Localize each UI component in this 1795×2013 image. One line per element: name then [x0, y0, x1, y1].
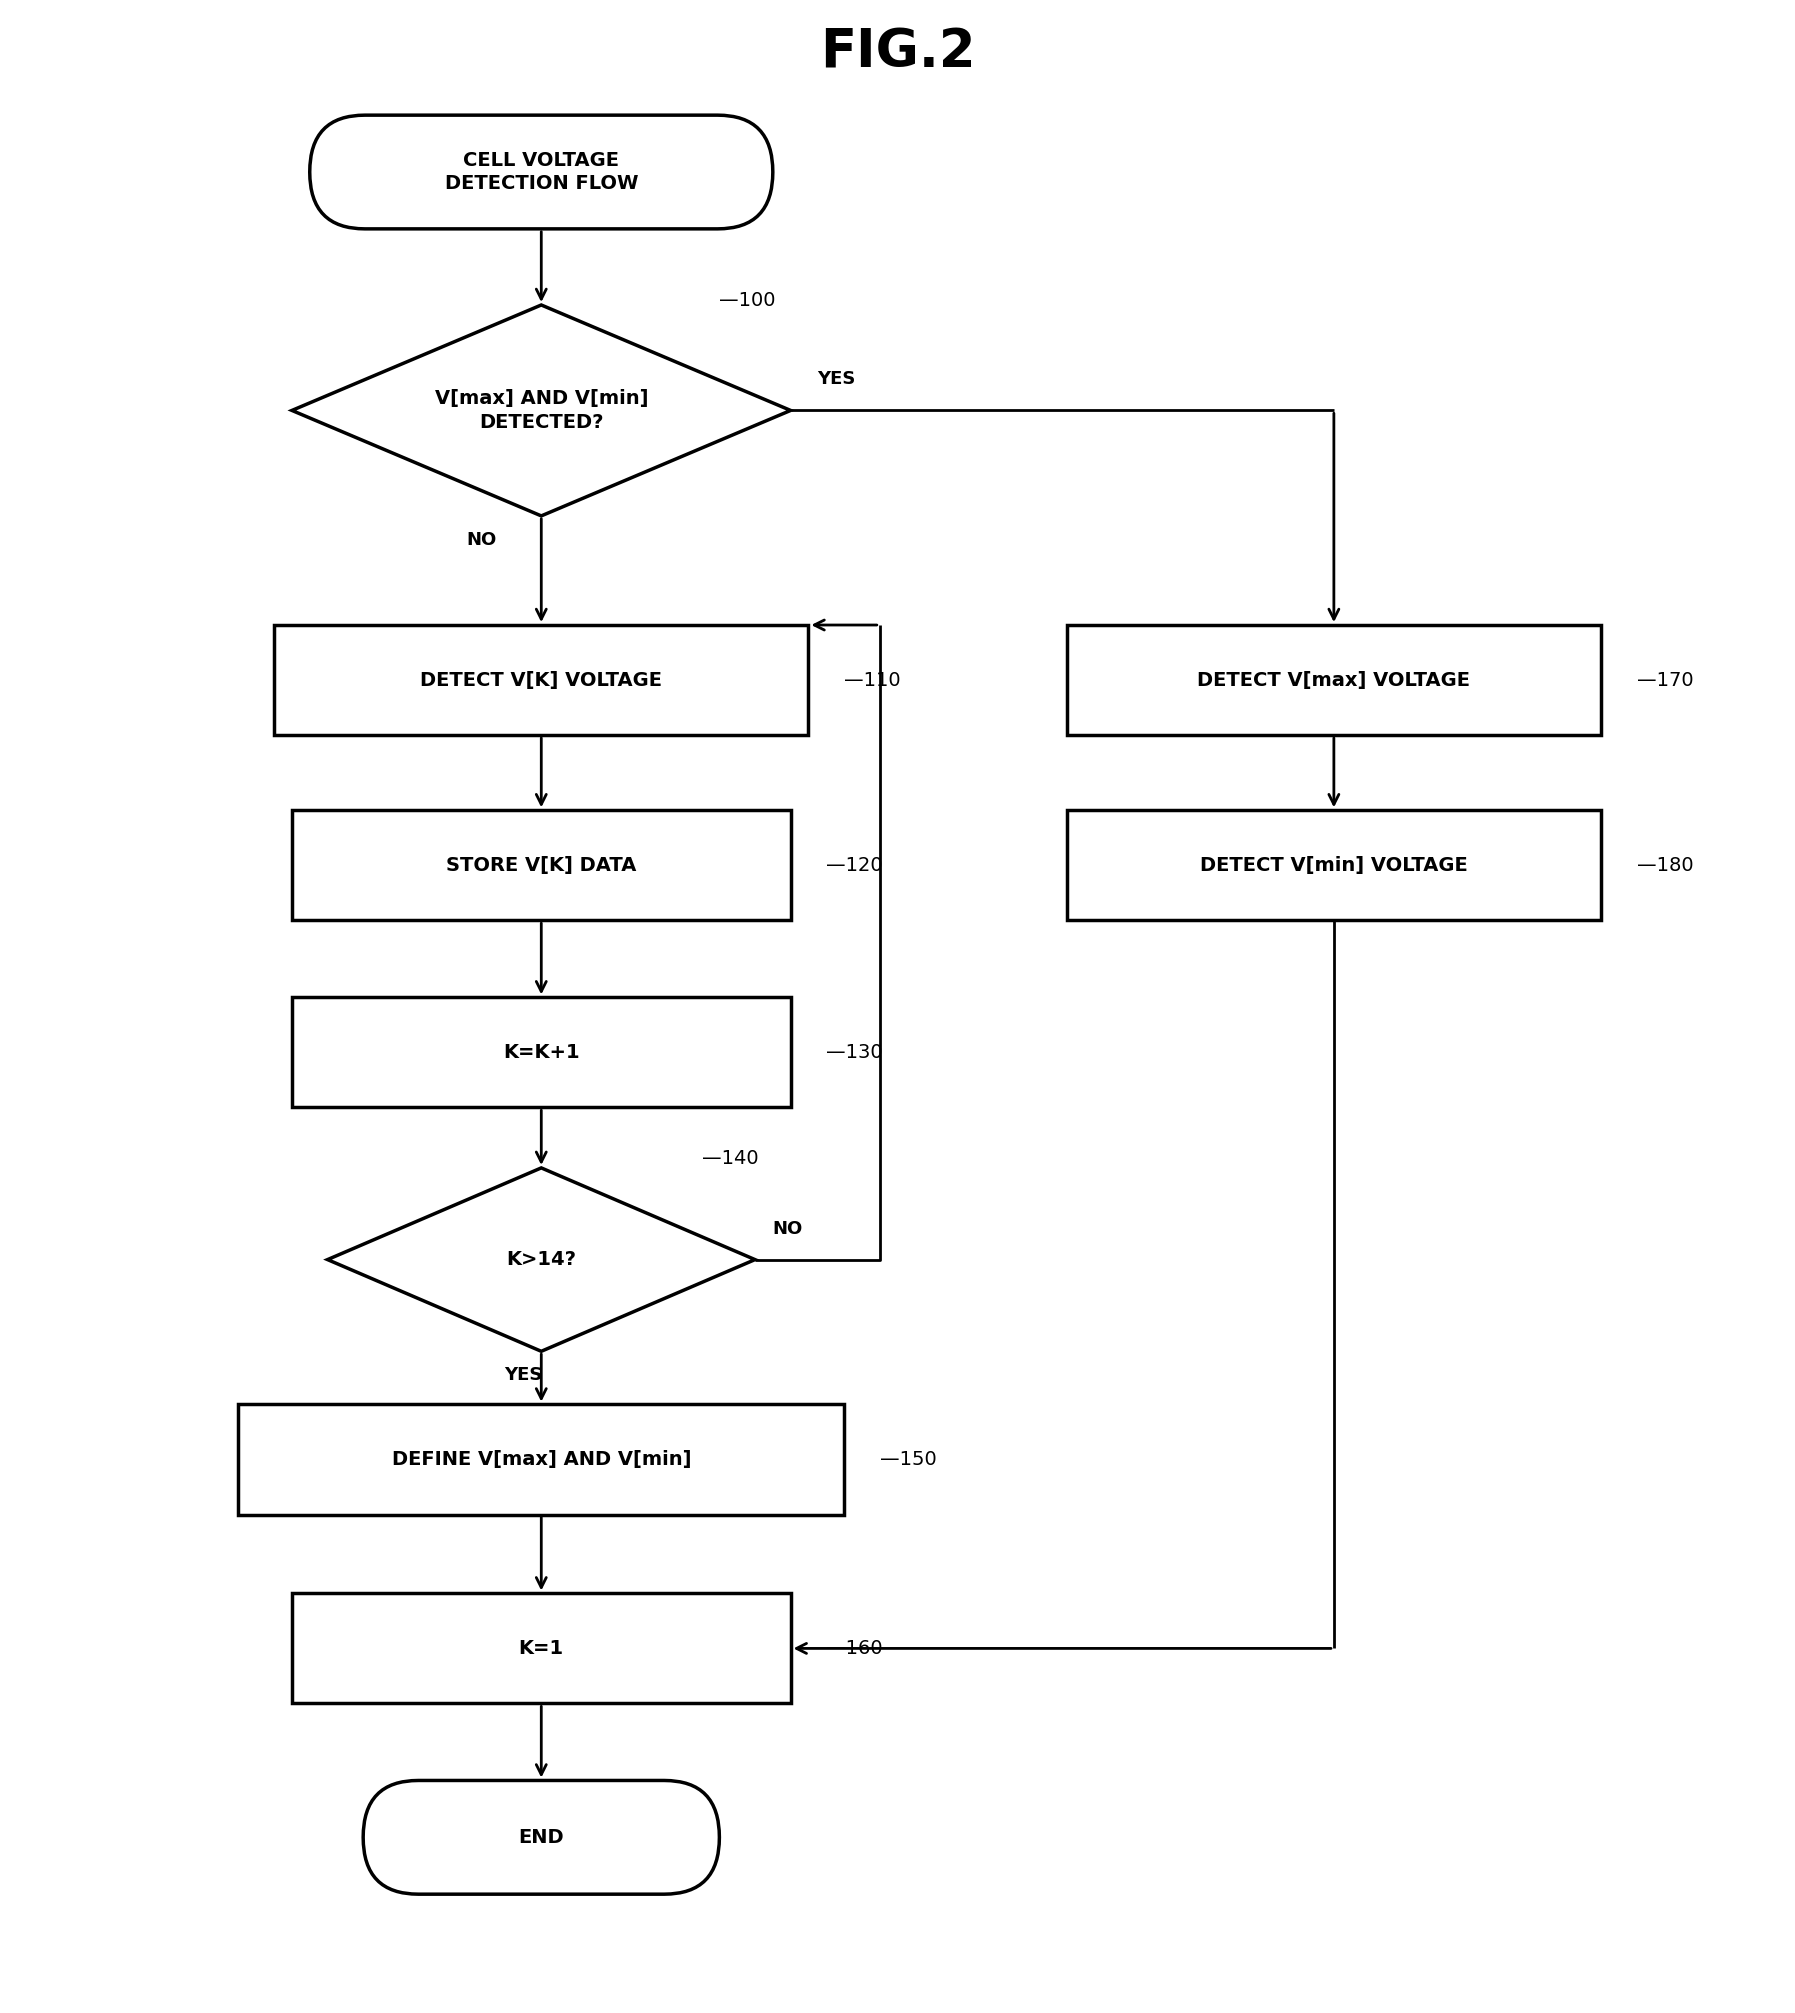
- Text: NO: NO: [467, 531, 497, 550]
- FancyBboxPatch shape: [311, 115, 774, 229]
- Text: —170: —170: [1637, 670, 1693, 690]
- Text: —140: —140: [702, 1149, 757, 1168]
- Bar: [293, 1594, 790, 1703]
- Bar: [275, 624, 808, 735]
- Bar: [1066, 624, 1601, 735]
- Polygon shape: [293, 306, 790, 515]
- Text: DETECT V[max] VOLTAGE: DETECT V[max] VOLTAGE: [1197, 670, 1470, 690]
- FancyBboxPatch shape: [363, 1779, 720, 1894]
- Text: —120: —120: [826, 856, 883, 876]
- Text: DETECT V[K] VOLTAGE: DETECT V[K] VOLTAGE: [420, 670, 662, 690]
- Text: —180: —180: [1637, 856, 1693, 876]
- Text: NO: NO: [774, 1220, 802, 1238]
- Bar: [239, 1405, 844, 1514]
- Bar: [1066, 811, 1601, 920]
- Text: YES: YES: [817, 370, 856, 389]
- Text: DETECT V[min] VOLTAGE: DETECT V[min] VOLTAGE: [1201, 856, 1468, 876]
- Text: CELL VOLTAGE
DETECTION FLOW: CELL VOLTAGE DETECTION FLOW: [445, 151, 637, 193]
- Text: —160: —160: [826, 1639, 883, 1659]
- Bar: [293, 996, 790, 1107]
- Text: K=1: K=1: [519, 1639, 564, 1659]
- Polygon shape: [327, 1168, 756, 1351]
- Text: END: END: [519, 1828, 564, 1846]
- Text: K=K+1: K=K+1: [503, 1043, 580, 1061]
- Text: YES: YES: [504, 1367, 542, 1385]
- Text: STORE V[K] DATA: STORE V[K] DATA: [447, 856, 637, 876]
- Text: —130: —130: [826, 1043, 883, 1061]
- Text: —150: —150: [880, 1449, 937, 1469]
- Text: FIG.2: FIG.2: [820, 26, 975, 79]
- Text: —100: —100: [720, 292, 775, 310]
- Text: DEFINE V[max] AND V[min]: DEFINE V[max] AND V[min]: [391, 1449, 691, 1469]
- Text: —110: —110: [844, 670, 901, 690]
- Text: K>14?: K>14?: [506, 1250, 576, 1268]
- Text: V[max] AND V[min]
DETECTED?: V[max] AND V[min] DETECTED?: [434, 389, 648, 431]
- Bar: [293, 811, 790, 920]
